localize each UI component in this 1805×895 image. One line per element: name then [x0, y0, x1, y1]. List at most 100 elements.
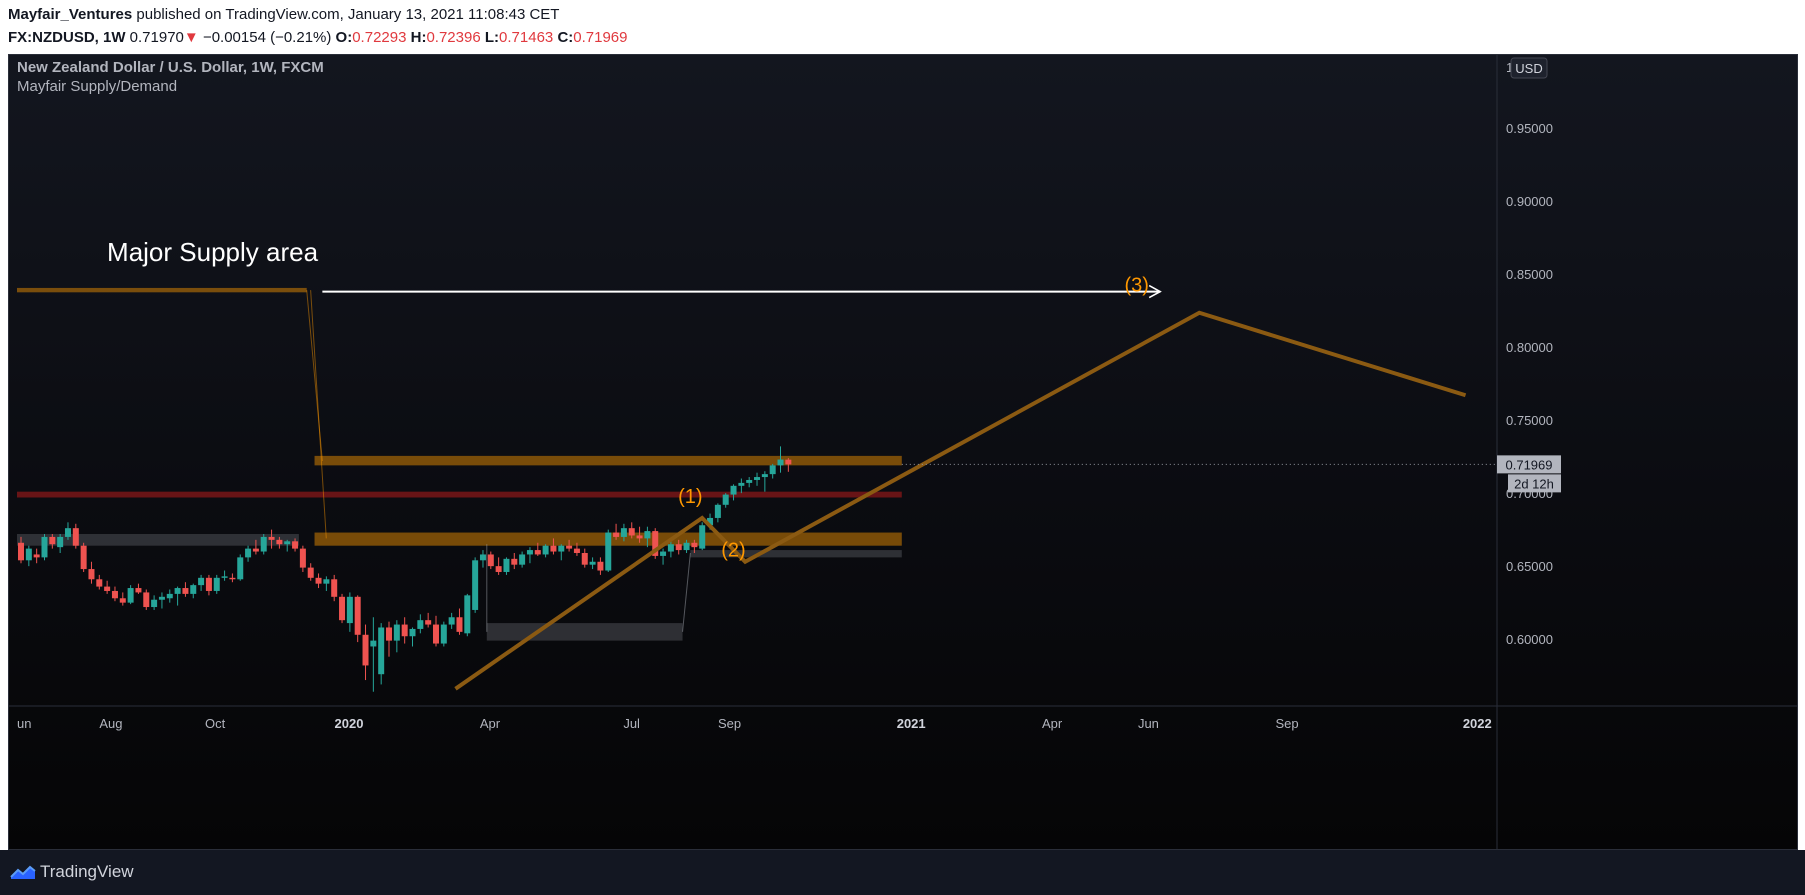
candle: [104, 580, 111, 594]
zone-supply-upper: [314, 455, 902, 466]
time-tick-label: Sep: [1275, 716, 1298, 731]
ohlc-high-value: 0.72396: [426, 29, 481, 46]
candle: [378, 623, 385, 685]
zone-demand-right: [690, 550, 902, 558]
time-tick-label: Sep: [718, 716, 741, 731]
candle: [636, 526, 643, 543]
candle: [190, 583, 197, 599]
candle: [370, 617, 377, 692]
candle: [18, 536, 24, 564]
zone-connectors: [306, 290, 691, 632]
price-axis: 0.950000.900000.850000.800000.750000.700…: [1506, 121, 1553, 647]
candle: [652, 528, 659, 559]
footer-brand[interactable]: TradingView: [40, 862, 134, 881]
candle: [362, 624, 369, 681]
candle: [198, 574, 205, 591]
price-tick-label: 0.65000: [1506, 559, 1553, 574]
candle: [644, 526, 651, 548]
price-tick-label: 0.80000: [1506, 340, 1553, 355]
candle: [354, 595, 361, 643]
candle: [542, 544, 549, 558]
candle: [119, 592, 126, 606]
candle: [292, 538, 299, 552]
candle: [41, 534, 48, 561]
author-name[interactable]: Mayfair_Ventures: [8, 6, 133, 23]
candle: [393, 620, 400, 653]
candle: [550, 538, 557, 555]
candle: [558, 544, 565, 561]
candle: [425, 612, 432, 628]
countdown-value: 2d 12h: [1514, 476, 1554, 491]
time-tick-label: 2022: [1463, 716, 1492, 731]
wave-layer: [454, 310, 1467, 691]
candle: [245, 545, 252, 562]
candle: [660, 548, 667, 565]
wave-label-1: (1): [678, 486, 702, 508]
candle: [409, 627, 416, 647]
candle: [777, 446, 784, 473]
candle: [534, 542, 541, 556]
price-change: −0.00154 (−0.21%): [202, 29, 332, 46]
ohlc-open-label: O:: [335, 29, 353, 46]
wave-projection-line[interactable]: [454, 310, 1467, 691]
ohlc-high-label: H:: [410, 29, 427, 46]
indicator-name[interactable]: Mayfair Supply/Demand: [17, 78, 177, 95]
candle: [174, 586, 181, 606]
wave-label-2: (2): [721, 540, 745, 562]
candle: [432, 615, 439, 647]
candle: [613, 523, 620, 540]
candle: [519, 551, 526, 568]
currency-button[interactable]: USD: [1510, 57, 1548, 79]
price-tick-label: 0.95000: [1506, 121, 1553, 136]
candle: [769, 463, 776, 479]
published-text: published on TradingView.com, January 13…: [136, 6, 560, 23]
publish-info: Mayfair_Ventures published on TradingVie…: [8, 6, 559, 23]
candle: [96, 574, 103, 590]
price-tick-label: 0.90000: [1506, 194, 1553, 209]
zone-demand-low: [486, 623, 683, 641]
price-axis-top-tick: 1: [1506, 60, 1513, 75]
candles-layer: [18, 446, 792, 692]
candle: [252, 539, 259, 555]
candle: [72, 523, 79, 549]
candle: [339, 593, 346, 624]
candle: [620, 523, 627, 542]
price-tick-label: 0.75000: [1506, 413, 1553, 428]
chart-legend-title: New Zealand Dollar / U.S. Dollar, 1W, FX…: [17, 59, 324, 76]
candle: [511, 552, 518, 570]
chart-area[interactable]: Major Supply area (1) (2) (3) 0.95000 0.900…: [8, 54, 1798, 850]
candle: [699, 522, 706, 551]
candle: [205, 574, 212, 596]
footer-bar: TradingView: [0, 850, 1805, 895]
candle: [675, 539, 682, 555]
tradingview-logo-icon: [10, 865, 36, 879]
candle: [761, 471, 768, 492]
time-tick-label: Jul: [623, 716, 640, 731]
ohlc-low-value: 0.71463: [499, 29, 554, 46]
zone-demand-left: [17, 534, 299, 546]
price-tick-label: 0.85000: [1506, 267, 1553, 282]
time-tick-label: Oct: [205, 716, 226, 731]
candle: [88, 561, 95, 584]
candle: [276, 536, 283, 549]
chart-canvas[interactable]: Major Supply area (1) (2) (3) 0.95000 0.900…: [9, 55, 1797, 849]
candle: [151, 595, 158, 610]
candle: [628, 522, 635, 539]
zone-red-zone: [17, 491, 902, 498]
candle: [213, 574, 220, 594]
candle: [158, 592, 165, 609]
candle: [440, 621, 447, 647]
zone-connector-line: [310, 290, 327, 539]
candle: [182, 582, 189, 597]
candle: [581, 548, 588, 568]
candle: [722, 493, 729, 508]
candle: [566, 539, 573, 552]
candle: [284, 539, 291, 552]
candle: [667, 539, 674, 558]
candle: [401, 617, 408, 644]
time-tick-label: 2021: [897, 716, 926, 731]
candle: [386, 621, 393, 657]
zone-connector-line: [682, 552, 691, 632]
currency-label: USD: [1515, 61, 1542, 76]
candle: [127, 585, 134, 605]
